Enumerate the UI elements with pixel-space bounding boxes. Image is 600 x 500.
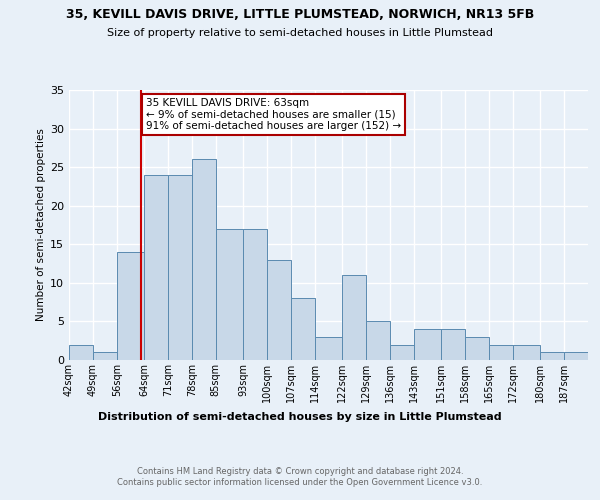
Text: Distribution of semi-detached houses by size in Little Plumstead: Distribution of semi-detached houses by … — [98, 412, 502, 422]
Bar — [117, 252, 144, 360]
Bar — [192, 160, 216, 360]
Bar — [390, 344, 414, 360]
Bar — [465, 337, 489, 360]
Bar — [291, 298, 315, 360]
Bar — [513, 344, 540, 360]
Bar — [489, 344, 513, 360]
Text: Size of property relative to semi-detached houses in Little Plumstead: Size of property relative to semi-detach… — [107, 28, 493, 38]
Bar — [69, 344, 93, 360]
Bar — [564, 352, 588, 360]
Text: 35 KEVILL DAVIS DRIVE: 63sqm
← 9% of semi-detached houses are smaller (15)
91% o: 35 KEVILL DAVIS DRIVE: 63sqm ← 9% of sem… — [146, 98, 401, 131]
Text: 35, KEVILL DAVIS DRIVE, LITTLE PLUMSTEAD, NORWICH, NR13 5FB: 35, KEVILL DAVIS DRIVE, LITTLE PLUMSTEAD… — [66, 8, 534, 20]
Bar — [93, 352, 117, 360]
Text: Contains HM Land Registry data © Crown copyright and database right 2024.
Contai: Contains HM Land Registry data © Crown c… — [118, 468, 482, 487]
Y-axis label: Number of semi-detached properties: Number of semi-detached properties — [36, 128, 46, 322]
Bar — [342, 275, 366, 360]
Bar — [366, 322, 390, 360]
Bar — [216, 229, 243, 360]
Bar — [315, 337, 342, 360]
Bar — [540, 352, 564, 360]
Bar — [441, 329, 465, 360]
Bar — [144, 175, 168, 360]
Bar — [168, 175, 192, 360]
Bar — [243, 229, 267, 360]
Bar — [267, 260, 291, 360]
Bar — [414, 329, 441, 360]
